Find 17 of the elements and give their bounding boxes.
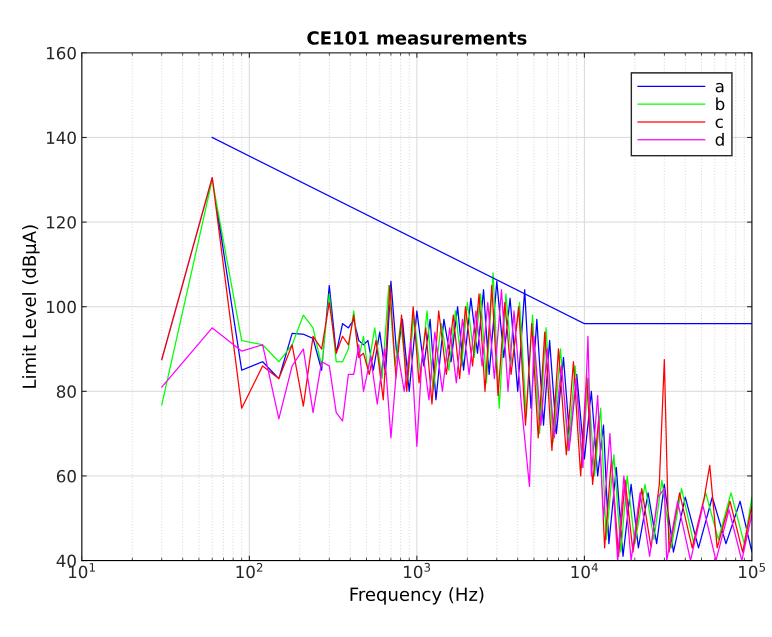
x-axis-title: Frequency (Hz)	[350, 587, 484, 605]
y-tick-label: 60	[56, 470, 76, 483]
x-tick-label: 10$^{4}$	[572, 563, 598, 578]
x-tick-label: 10$^{5}$	[739, 563, 766, 578]
y-tick-label: 120	[46, 216, 76, 229]
y-tick-label: 80	[56, 385, 76, 398]
legend-label: b	[716, 97, 724, 110]
legend-label: d	[716, 132, 724, 146]
y-tick-label: 160	[46, 46, 76, 60]
x-tick-label: 10$^{2}$	[236, 562, 262, 578]
legend-label: a	[716, 82, 724, 92]
x-tick-label: 10$^{3}$	[404, 562, 430, 578]
legend-label: c	[716, 118, 723, 128]
y-axis-title: Limit Level (dBμA)	[22, 225, 40, 388]
y-tick-label: 140	[46, 131, 76, 144]
y-tick-label: 100	[46, 300, 76, 314]
chart-title: CE101 measurements	[307, 31, 526, 45]
